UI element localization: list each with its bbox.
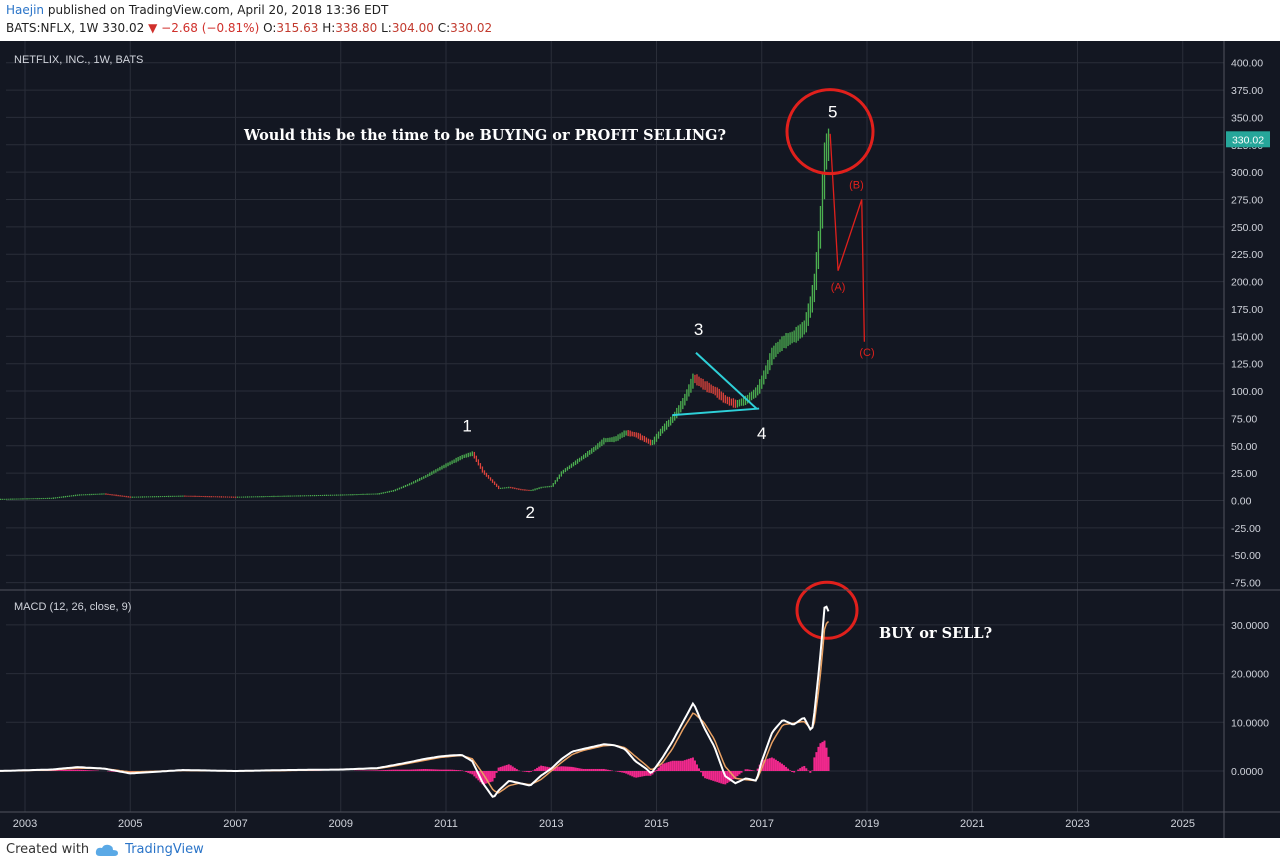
triangle-lower-line: [672, 407, 760, 417]
wave-label: 4: [757, 424, 766, 443]
macd-y-tick-label: 20.0000: [1231, 669, 1269, 681]
chart-title: NETFLIX, INC., 1W, BATS: [14, 54, 143, 66]
last-price: 330.02: [102, 21, 145, 35]
wave-label: 2: [525, 503, 534, 522]
published-text: published on TradingView.com, April 20, …: [47, 3, 389, 17]
low-value: 304.00: [391, 21, 434, 35]
wave-label: 5: [828, 102, 837, 121]
y-tick-label: 200.00: [1231, 277, 1263, 289]
x-tick-label: 2011: [434, 818, 458, 830]
y-tick-label: 25.00: [1231, 468, 1257, 480]
footer: Created with TradingView: [6, 842, 204, 857]
wave5-highlight-circle: [785, 88, 875, 176]
x-tick-label: 2017: [750, 818, 774, 830]
x-tick-label: 2003: [13, 818, 37, 830]
publish-info: Haejin published on TradingView.com, Apr…: [6, 3, 388, 17]
x-tick-label: 2015: [644, 818, 668, 830]
macd-y-tick-label: 30.0000: [1231, 620, 1269, 632]
macd-y-tick-label: 0.0000: [1231, 766, 1263, 778]
grid-lines: [6, 41, 1224, 812]
macd-pane: [0, 580, 859, 798]
y-tick-label: 175.00: [1231, 304, 1263, 316]
signal-line: [0, 620, 830, 794]
wave-label: 1: [462, 417, 471, 436]
last-price-box: [1226, 131, 1270, 148]
wave-label: 3: [694, 320, 703, 339]
y-tick-label: -50.00: [1231, 550, 1261, 562]
price-annotation: Would this be the time to be BUYING or P…: [243, 127, 726, 144]
y-tick-label: 125.00: [1231, 359, 1263, 371]
quote-line: BATS:NFLX, 1W 330.02 ▼ −2.68 (−0.81%) O:…: [6, 21, 493, 35]
y-tick-label: 375.00: [1231, 85, 1263, 97]
x-tick-label: 2023: [1065, 818, 1089, 830]
created-with-text: Created with: [6, 842, 90, 857]
abc-correction-path: [829, 133, 866, 342]
x-tick-label: 2009: [329, 818, 353, 830]
high-value: 338.80: [335, 21, 378, 35]
tradingview-link[interactable]: TradingView: [125, 842, 204, 857]
x-tick-label: 2007: [223, 818, 247, 830]
last-price-tag: 330.02: [1226, 131, 1270, 148]
macd-annotation: BUY or SELL?: [879, 625, 992, 642]
symbol-label: BATS:NFLX, 1W: [6, 21, 99, 35]
y-tick-label: -75.00: [1231, 578, 1261, 590]
y-tick-label: 50.00: [1231, 441, 1257, 453]
y-tick-label: 150.00: [1231, 331, 1263, 343]
last-price-label: 330.02: [1232, 134, 1264, 146]
cloud-logo-icon: [96, 844, 119, 856]
correction-label: (A): [831, 281, 846, 293]
down-arrow-icon: ▼: [148, 21, 158, 35]
y-tick-label: 400.00: [1231, 58, 1263, 70]
macd-title: MACD (12, 26, close, 9): [14, 601, 131, 613]
macd-y-tick-label: 10.0000: [1231, 717, 1269, 729]
close-value: 330.02: [450, 21, 493, 35]
x-tick-label: 2025: [1171, 818, 1195, 830]
y-tick-label: 275.00: [1231, 195, 1263, 207]
y-tick-label: 75.00: [1231, 413, 1257, 425]
y-tick-label: 300.00: [1231, 167, 1263, 179]
y-tick-label: -25.00: [1231, 523, 1261, 535]
y-tick-label: 0.00: [1231, 496, 1252, 508]
x-tick-label: 2021: [960, 818, 984, 830]
macd-highlight-circle: [795, 580, 859, 640]
open-value: 315.63: [276, 21, 319, 35]
macd-line: [0, 605, 830, 798]
y-tick-label: 350.00: [1231, 112, 1263, 124]
correction-label: (C): [859, 347, 874, 359]
price-change: −2.68 (−0.81%): [161, 21, 260, 35]
price-pane: 1 2 3 4 5 (A) (B) (C): [0, 88, 875, 522]
axes: 2003 2005 2007 2009 2011 2013 2015 2017 2019 2021…: [0, 41, 1280, 838]
author-link[interactable]: Haejin: [6, 3, 45, 17]
y-tick-label: 225.00: [1231, 249, 1263, 261]
correction-label: (B): [849, 180, 864, 192]
y-tick-label: 250.00: [1231, 222, 1263, 234]
triangle-upper-line: [695, 352, 758, 410]
x-tick-label: 2005: [118, 818, 142, 830]
y-tick-label: 100.00: [1231, 386, 1263, 398]
x-tick-label: 2013: [539, 818, 563, 830]
x-tick-label: 2019: [855, 818, 879, 830]
